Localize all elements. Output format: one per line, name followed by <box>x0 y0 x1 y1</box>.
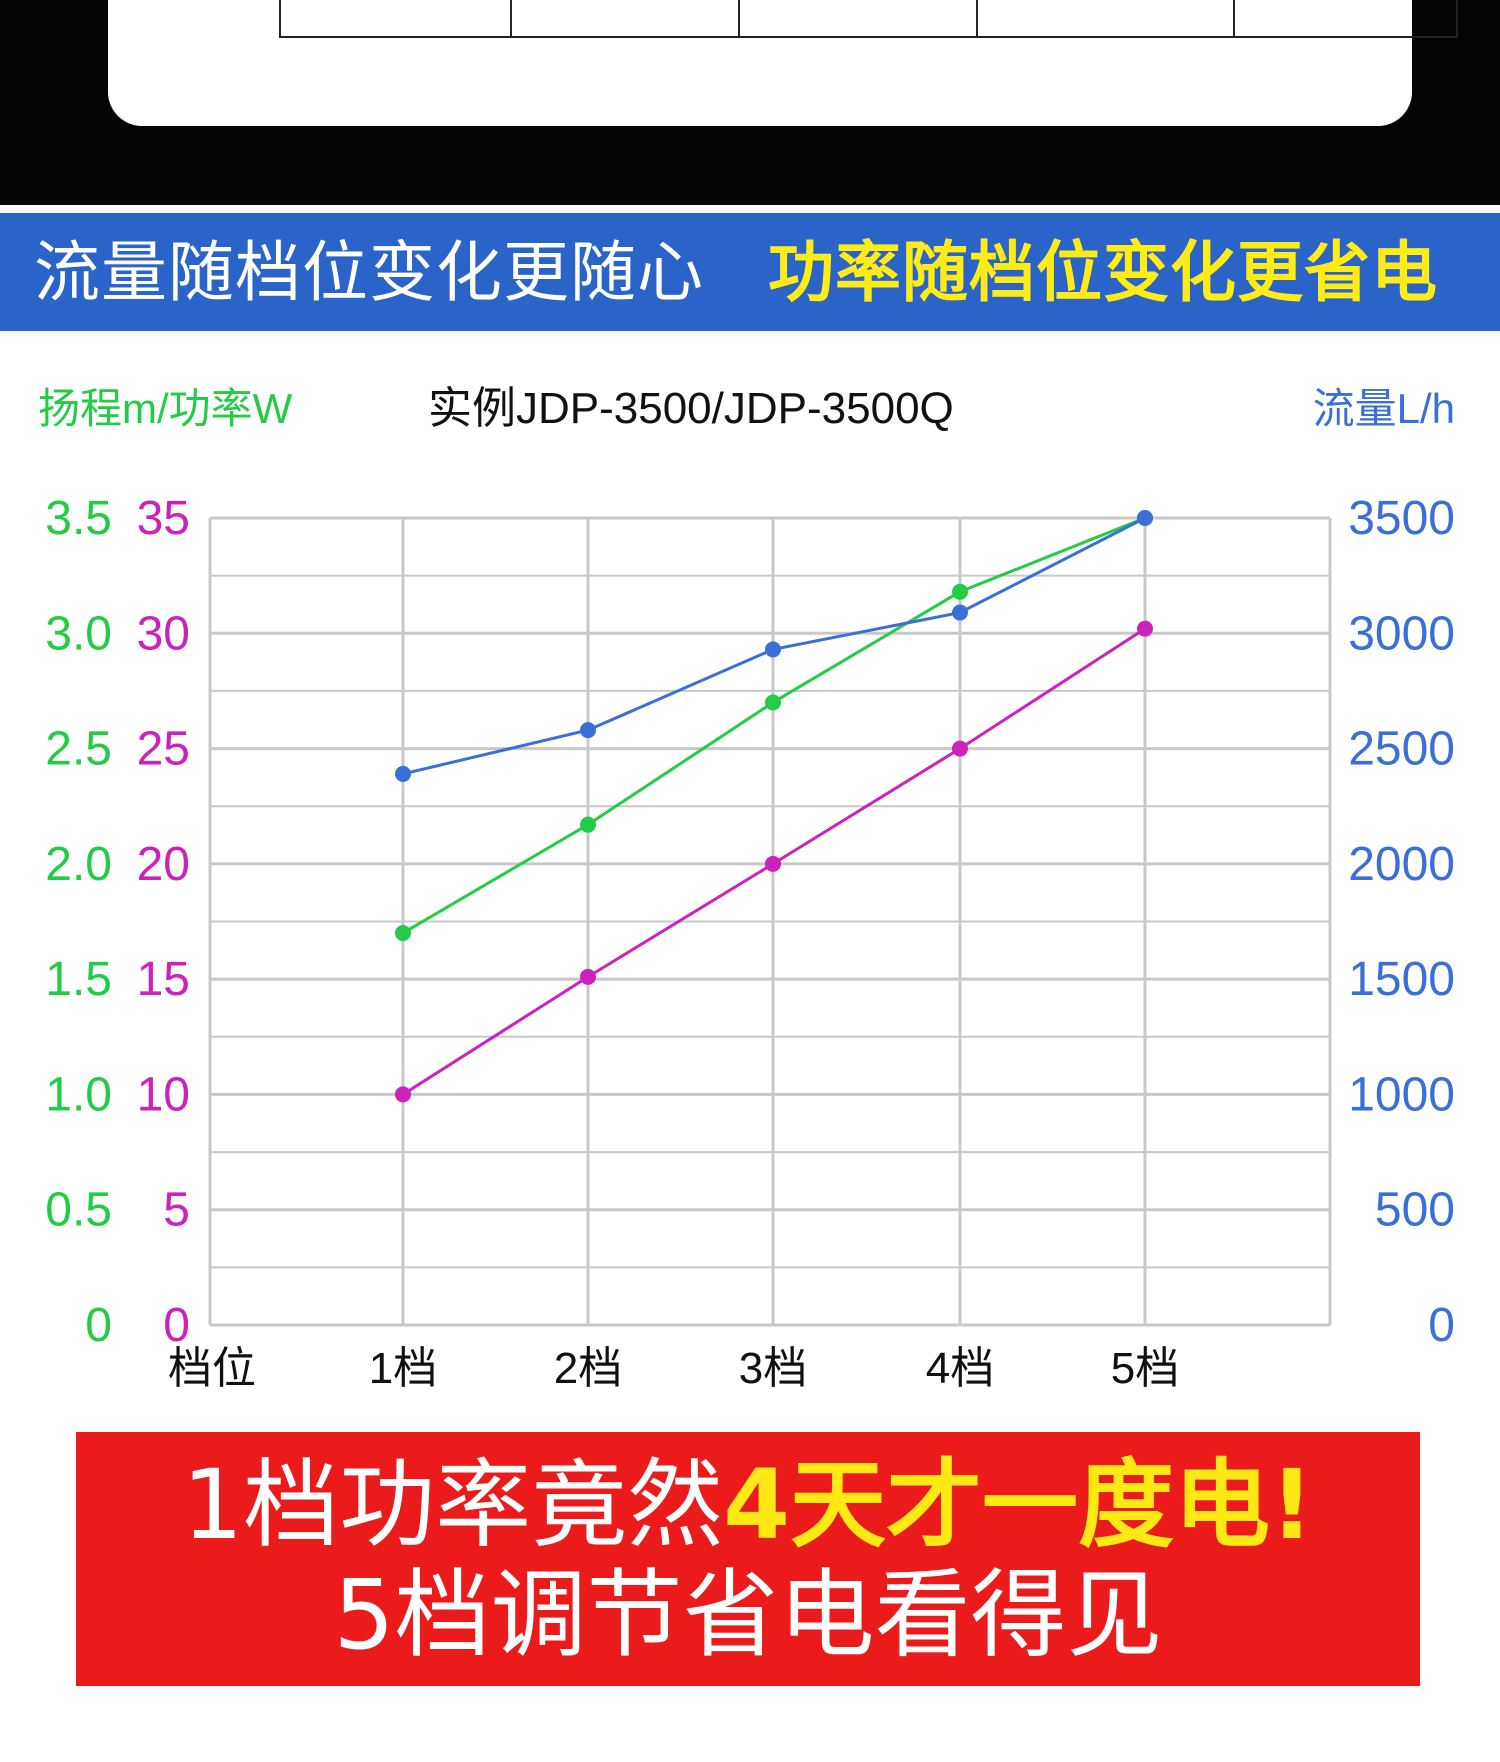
left-axis-label: 扬程m/功率W <box>38 385 293 432</box>
banner-right-text: 功率随档位变化更省电 <box>768 234 1438 311</box>
axis-ticks: 3.5 35 3500 3.0 30 3000 2.5 25 2500 2.0 20 2000 1.5 1… <box>45 492 1455 1393</box>
table-divider <box>510 0 512 38</box>
power-tick-label: 35 <box>137 492 190 545</box>
gear-performance-chart: 扬程m/功率W 实例JDP-3500/JDP-3500Q 流量L/h 3.5 35… <box>38 384 1455 1393</box>
power-tick-label: 30 <box>137 607 190 660</box>
head-tick-label: 1.0 <box>45 1068 112 1121</box>
flow-tick-label: 0 <box>1428 1299 1455 1352</box>
spec-card <box>108 0 1458 126</box>
power-tick-label: 10 <box>137 1068 190 1121</box>
promo-line-1-highlight: 4天才一度电! <box>723 1449 1314 1561</box>
table-divider <box>976 0 978 38</box>
promo-line-1: 1档功率竟然4天才一度电! <box>76 1450 1420 1560</box>
head-tick-label: 2.5 <box>45 723 112 776</box>
power-point <box>952 740 968 757</box>
flow-tick-label: 1500 <box>1348 953 1455 1006</box>
flow-point <box>1137 510 1153 526</box>
power-point <box>395 1086 411 1103</box>
table-divider <box>1233 0 1235 38</box>
power-tick-label: 25 <box>137 723 190 776</box>
flow-tick-label: 2500 <box>1348 723 1455 776</box>
power-tick-label: 20 <box>137 838 190 891</box>
chart-series <box>395 510 1153 1103</box>
x-tick-label: 2档 <box>554 1344 622 1393</box>
flow-tick-label: 3000 <box>1348 607 1455 660</box>
flow-point <box>952 604 968 621</box>
chart-grid <box>208 516 1332 1327</box>
flow-point <box>765 641 781 658</box>
power-point <box>765 855 781 872</box>
power-tick-label: 5 <box>163 1184 190 1237</box>
flow-tick-label: 500 <box>1375 1184 1455 1237</box>
head-point <box>765 694 781 711</box>
x-axis-label: 档位 <box>168 1344 256 1393</box>
head-tick-label: 1.5 <box>45 953 112 1006</box>
head-tick-label: 2.0 <box>45 838 112 891</box>
head-tick-label: 0 <box>85 1299 112 1352</box>
x-tick-label: 3档 <box>739 1344 807 1393</box>
power-tick-label: 15 <box>137 953 190 1006</box>
x-tick-label: 4档 <box>926 1344 994 1393</box>
promo-line-1-prefix: 1档功率竟然 <box>182 1449 724 1561</box>
chart-title: 实例JDP-3500/JDP-3500Q <box>428 384 954 433</box>
power-tick-label: 0 <box>163 1299 190 1352</box>
flow-tick-label: 1000 <box>1348 1068 1455 1121</box>
promo-line-2: 5档调节省电看得见 <box>333 1559 1163 1671</box>
head-tick-label: 0.5 <box>45 1184 112 1237</box>
spec-table-bottom <box>279 0 1458 38</box>
flow-tick-label: 3500 <box>1348 492 1455 545</box>
power-point <box>580 968 596 985</box>
flow-point <box>580 722 596 739</box>
head-point <box>395 925 411 942</box>
banner-left-text: 流量随档位变化更随心 <box>34 234 704 311</box>
head-tick-label: 3.5 <box>45 492 112 545</box>
feature-banner <box>0 213 1500 331</box>
promo-box: 1档功率竟然4天才一度电! 5档调节省电看得见 <box>76 1432 1420 1686</box>
flow-point <box>395 765 411 782</box>
x-tick-label: 1档 <box>369 1344 437 1393</box>
flow-tick-label: 2000 <box>1348 838 1455 891</box>
table-divider <box>738 0 740 38</box>
power-point <box>1137 620 1153 637</box>
head-point <box>952 583 968 600</box>
head-tick-label: 3.0 <box>45 607 112 660</box>
right-axis-label: 流量L/h <box>1313 385 1455 432</box>
head-point <box>580 816 596 833</box>
x-tick-label: 5档 <box>1111 1344 1179 1393</box>
